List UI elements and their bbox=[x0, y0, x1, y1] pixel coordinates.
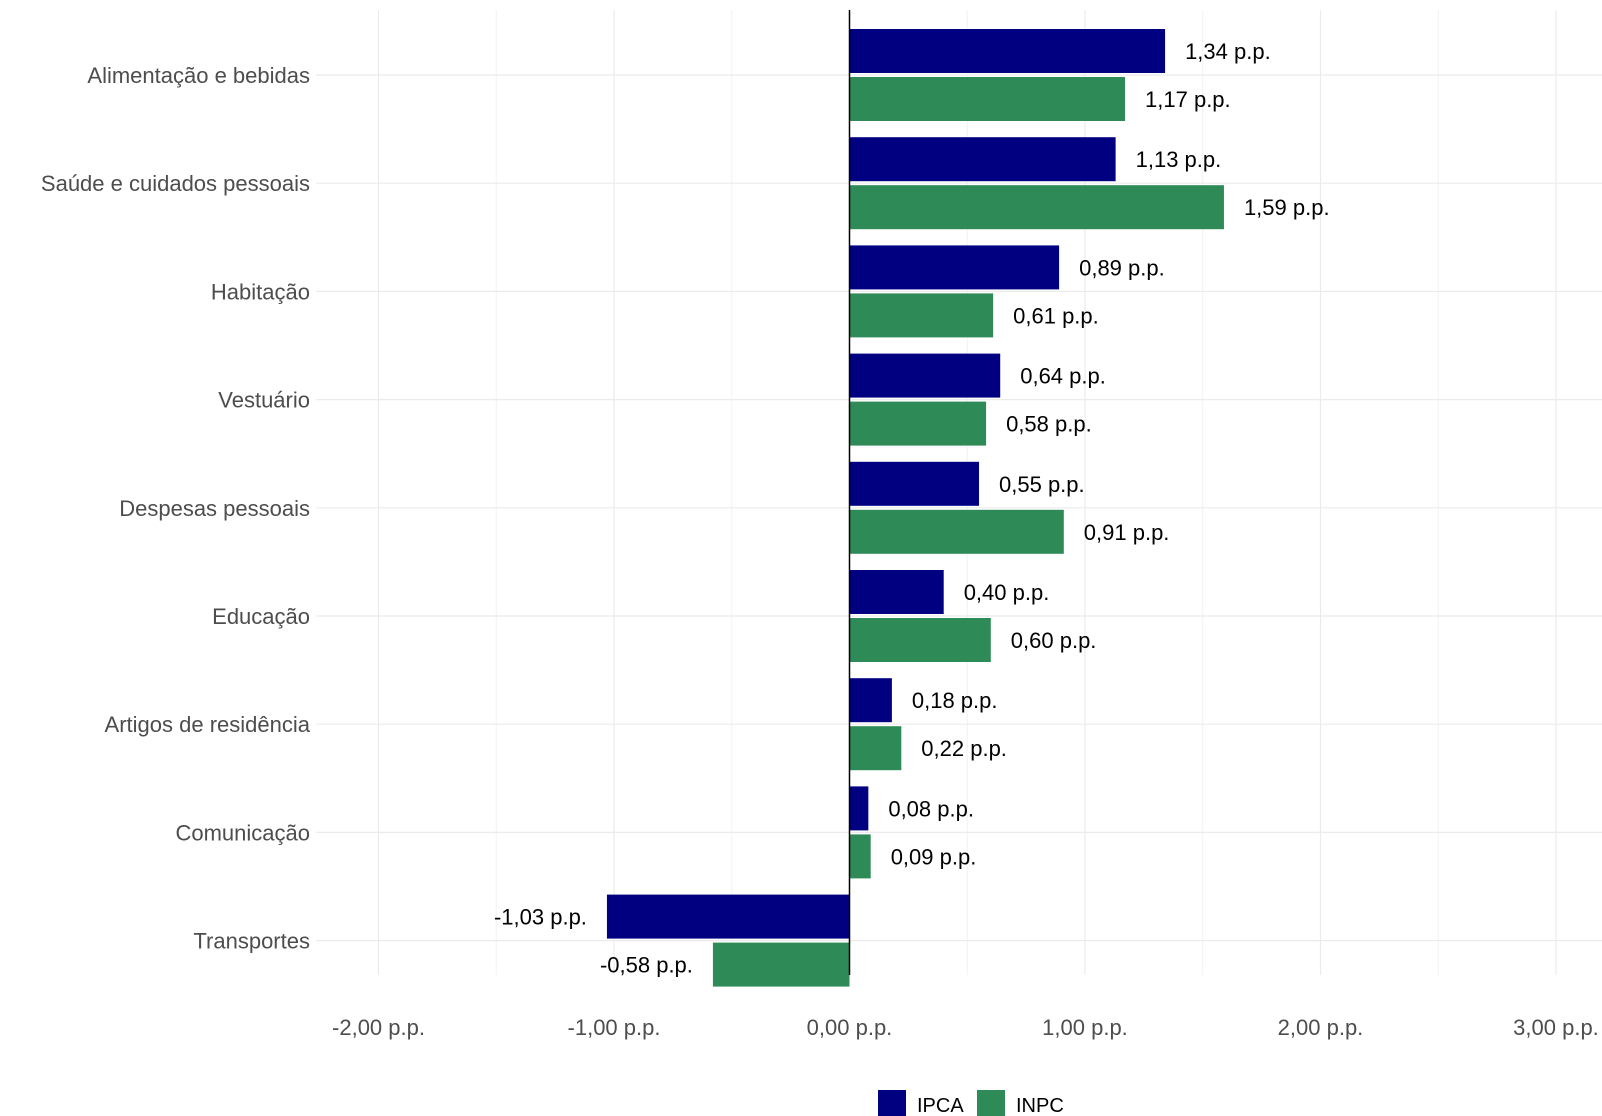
category-label: Vestuário bbox=[218, 388, 310, 413]
data-labels: 1,34 p.p. 1,17 p.p. 1,13 p.p. 1,59 p.p. 0,89… bbox=[494, 39, 1330, 978]
x-tick-label: -1,00 p.p. bbox=[568, 1015, 661, 1040]
category-labels: Alimentação e bebidas Saúde e cuidados pe… bbox=[41, 63, 311, 954]
data-label: 0,91 p.p. bbox=[1084, 520, 1170, 545]
bar-inpc bbox=[849, 77, 1126, 121]
data-label: 0,64 p.p. bbox=[1020, 364, 1106, 389]
data-label: 0,55 p.p. bbox=[999, 472, 1085, 497]
data-label: 1,34 p.p. bbox=[1185, 39, 1271, 64]
data-label: 1,13 p.p. bbox=[1136, 147, 1222, 172]
bar-inpc bbox=[849, 509, 1064, 554]
data-label: 0,18 p.p. bbox=[912, 688, 998, 713]
category-label: Habitação bbox=[211, 279, 310, 304]
data-label: 0,09 p.p. bbox=[891, 844, 977, 869]
data-label: -1,03 p.p. bbox=[494, 905, 587, 930]
bar-ipca bbox=[849, 137, 1116, 182]
data-label: 0,22 p.p. bbox=[921, 736, 1007, 761]
data-label: 0,58 p.p. bbox=[1006, 412, 1092, 437]
category-label: Educação bbox=[212, 604, 310, 629]
bar-ipca bbox=[849, 570, 944, 614]
x-tick-label: 2,00 p.p. bbox=[1278, 1015, 1364, 1040]
bar-inpc bbox=[849, 185, 1224, 230]
category-label: Transportes bbox=[193, 929, 310, 954]
bar-ipca bbox=[849, 29, 1166, 73]
x-tick-labels: -2,00 p.p. -1,00 p.p. 0,00 p.p. 1,00 p.p. 2,… bbox=[332, 1015, 1599, 1040]
bar-ipca bbox=[849, 678, 892, 723]
legend-swatch-ipca bbox=[878, 1090, 906, 1116]
legend: IPCA INPC bbox=[878, 1090, 1064, 1116]
data-label: 1,59 p.p. bbox=[1244, 195, 1330, 220]
data-label: 0,08 p.p. bbox=[888, 796, 974, 821]
bar-ipca bbox=[849, 353, 1001, 398]
bar-inpc bbox=[712, 942, 850, 987]
bars bbox=[606, 10, 1224, 987]
bar-inpc bbox=[849, 834, 871, 879]
category-label: Alimentação e bebidas bbox=[87, 63, 310, 88]
category-label: Saúde e cuidados pessoais bbox=[41, 171, 310, 196]
bar-ipca bbox=[849, 786, 869, 831]
bar-ipca bbox=[849, 461, 980, 506]
x-tick-label: 3,00 p.p. bbox=[1513, 1015, 1599, 1040]
data-label: 0,61 p.p. bbox=[1013, 303, 1099, 328]
data-label: 0,89 p.p. bbox=[1079, 255, 1165, 280]
legend-label-ipca: IPCA bbox=[917, 1095, 964, 1116]
legend-swatch-inpc bbox=[977, 1090, 1005, 1116]
data-label: 1,17 p.p. bbox=[1145, 87, 1231, 112]
x-tick-label: -2,00 p.p. bbox=[332, 1015, 425, 1040]
bar-inpc bbox=[849, 401, 987, 446]
x-tick-label: 1,00 p.p. bbox=[1042, 1015, 1128, 1040]
data-label: -0,58 p.p. bbox=[600, 953, 693, 978]
category-label: Comunicação bbox=[175, 820, 310, 845]
bar-inpc bbox=[849, 293, 994, 338]
bar-ipca bbox=[606, 894, 850, 939]
category-label: Despesas pessoais bbox=[119, 496, 310, 521]
legend-label-inpc: INPC bbox=[1016, 1095, 1064, 1116]
grid-lines bbox=[316, 10, 1602, 975]
data-label: 0,60 p.p. bbox=[1011, 628, 1097, 653]
bar-inpc bbox=[849, 726, 902, 771]
bar-ipca bbox=[849, 245, 1060, 290]
x-tick-label: 0,00 p.p. bbox=[807, 1015, 893, 1040]
bar-inpc bbox=[849, 618, 991, 662]
category-label: Artigos de residência bbox=[105, 712, 311, 737]
data-label: 0,40 p.p. bbox=[964, 580, 1050, 605]
